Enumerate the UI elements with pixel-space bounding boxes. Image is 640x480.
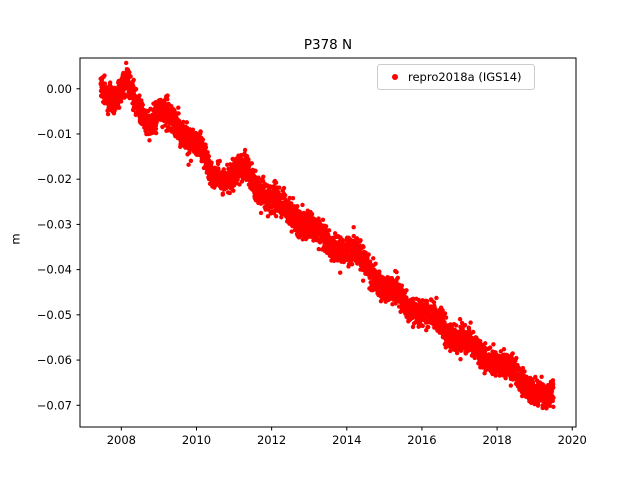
y-tick-label: −0.07 xyxy=(37,398,72,412)
x-tick-label: 2020 xyxy=(558,433,587,447)
x-tick-label: 2016 xyxy=(407,433,436,447)
x-tick-label: 2012 xyxy=(257,433,286,447)
legend-marker-dot xyxy=(392,74,398,80)
y-tick-label: −0.01 xyxy=(37,127,72,141)
x-tick-label: 2010 xyxy=(182,433,211,447)
y-tick-label: −0.04 xyxy=(37,263,72,277)
scatter-series xyxy=(98,60,556,411)
y-axis-label: m xyxy=(8,233,23,245)
y-tick-label: −0.06 xyxy=(37,353,72,367)
chart-title: P378 N xyxy=(303,37,353,53)
y-tick-label: −0.03 xyxy=(37,217,72,231)
y-tick-label: −0.02 xyxy=(37,172,72,186)
x-tick-label: 2018 xyxy=(482,433,511,447)
x-tick-label: 2014 xyxy=(332,433,361,447)
x-tick-label: 2008 xyxy=(107,433,136,447)
legend: repro2018a (IGS14) xyxy=(377,64,535,90)
y-tick-label: −0.05 xyxy=(37,308,72,322)
y-tick-label: 0.00 xyxy=(46,82,72,96)
legend-label: repro2018a (IGS14) xyxy=(408,70,522,84)
